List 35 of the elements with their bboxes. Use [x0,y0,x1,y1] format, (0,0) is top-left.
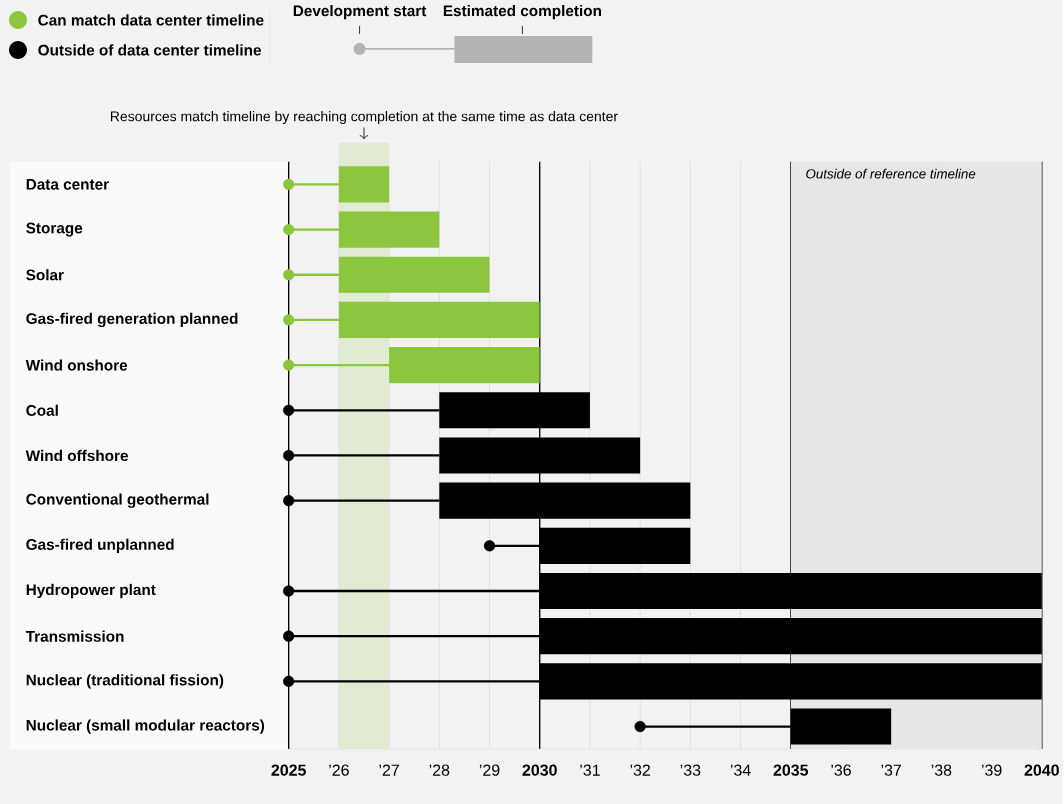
y-tick-label: Nuclear (small modular reactors) [26,719,265,734]
legend-label: Outside of data center timeline [38,44,261,56]
y-tick-label: Conventional geothermal [26,493,209,508]
x-tick-label: ’39 [981,764,1002,776]
y-tick-label: Coal [26,404,58,416]
x-tick-label: ’28 [429,764,450,776]
x-tick-label: ’36 [831,764,851,776]
y-tick-label: Hydropower plant [26,583,156,599]
x-tick-label: ’27 [379,764,399,776]
y-tick-label: Wind onshore [25,359,128,371]
x-tick-label: ’33 [680,764,701,776]
x-tick-label: 2030 [522,764,557,776]
x-tick-label: 2025 [271,764,306,776]
band-label: Outside of reference timeline [806,168,976,179]
x-tick-label: ’26 [329,764,349,776]
x-tick-label: ’31 [580,764,600,776]
x-tick-label: ’37 [881,764,902,776]
y-tick-label: Gas-fired unplanned [26,538,174,553]
y-tick-label: Storage [26,222,83,237]
x-tick-label: 2035 [773,764,809,776]
x-tick-label: ’38 [931,764,952,776]
y-tick-label: Gas-fired generation planned [26,312,238,328]
x-tick-label: ’34 [730,764,751,776]
y-tick-label: Transmission [25,630,124,642]
legend-label: Can match data center timeline [38,14,264,26]
text: Development start [293,4,427,20]
text: Estimated completion [443,4,601,20]
x-tick-label: ’32 [630,764,650,776]
y-tick-label: Wind offshore [25,449,128,462]
x-tick-label: 2040 [1024,764,1059,776]
x-tick-label: ’29 [479,764,500,776]
y-tick-label: Solar [26,269,64,281]
y-tick-label: Nuclear (traditional fission) [26,674,224,689]
band-label: Resources match timeline by reaching completion at the same time as data center [110,111,618,125]
y-tick-label: Data center [26,179,109,190]
